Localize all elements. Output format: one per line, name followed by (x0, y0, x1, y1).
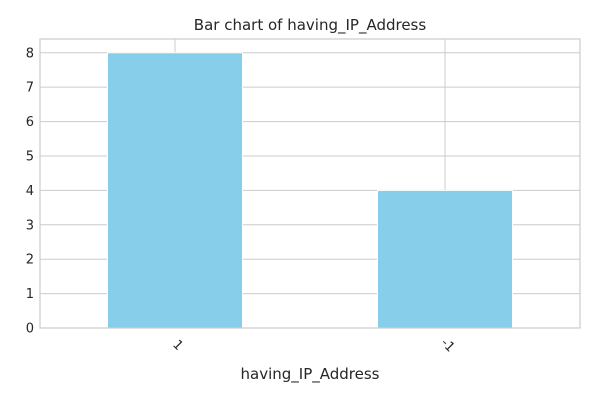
y-tick-label: 5 (26, 149, 34, 164)
y-tick-label: 4 (26, 184, 34, 199)
x-tick-label: 1 (169, 337, 185, 353)
chart-title: Bar chart of having_IP_Address (194, 16, 427, 35)
bar-1 (107, 52, 243, 329)
y-tick-label: 1 (26, 287, 34, 302)
x-axis-label: having_IP_Address (241, 365, 380, 384)
bars-layer (107, 52, 513, 329)
y-tick-label: 2 (26, 253, 34, 268)
bar--1 (377, 189, 513, 329)
y-tick-label: 6 (26, 115, 34, 130)
y-tick-label: 7 (26, 81, 34, 96)
y-tick-label: 3 (26, 218, 34, 233)
y-tick-label: 8 (26, 46, 34, 61)
y-tick-label: 0 (26, 322, 34, 337)
x-tick-labels: 1 -1 (169, 336, 457, 356)
y-tick-labels: 0 1 2 3 4 5 6 7 8 (26, 46, 34, 336)
axes-frame (39, 38, 581, 329)
axes-border (39, 38, 581, 329)
x-tick-label: -1 (438, 336, 458, 356)
